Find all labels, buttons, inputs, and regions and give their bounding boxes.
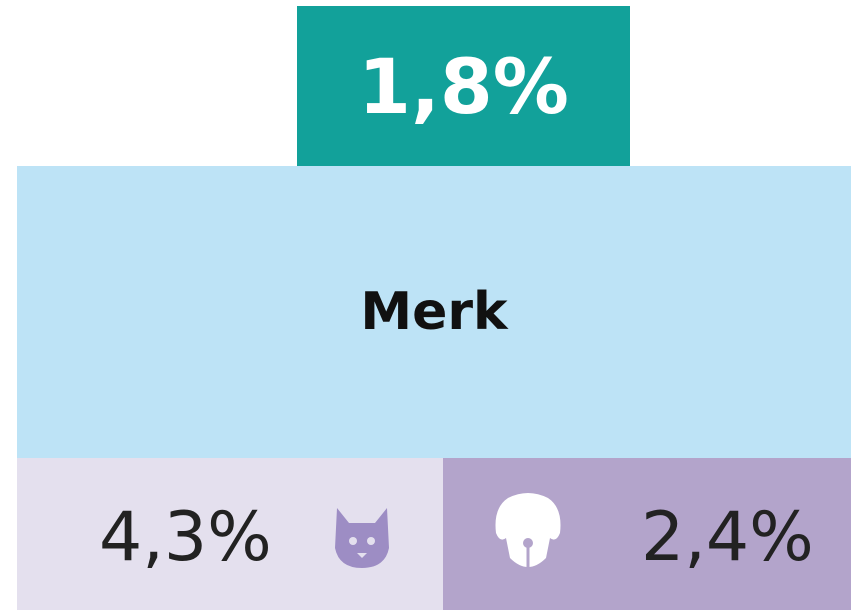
dog-icon: [495, 493, 561, 568]
cat-value: 4,3%: [99, 498, 272, 577]
cat-panel: 4,3%: [17, 458, 443, 610]
label: Merk: [17, 166, 851, 458]
badge: 1,8%: [297, 6, 630, 166]
dog-panel: 2,4%: [443, 458, 851, 610]
dog-value: 2,4%: [641, 498, 814, 577]
cat-icon: [335, 508, 389, 568]
